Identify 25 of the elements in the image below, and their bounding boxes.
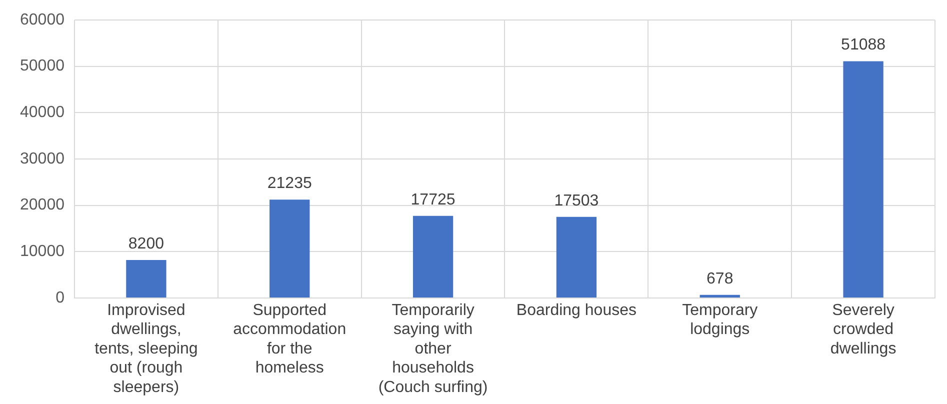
y-tick-label: 10000 xyxy=(20,243,65,260)
x-tick-label: Improvised dwellings, tents, sleeping out (rough sleepers) xyxy=(94,302,198,396)
y-tick-label: 50000 xyxy=(20,58,65,75)
data-label: 51088 xyxy=(841,36,886,54)
data-label: 8200 xyxy=(128,235,164,252)
bar xyxy=(270,200,310,298)
y-tick-label: 60000 xyxy=(20,11,65,28)
y-tick-label: 40000 xyxy=(20,104,65,122)
x-tick-label: Supported accommodation for the homeless xyxy=(233,302,346,377)
data-label: 21235 xyxy=(267,175,312,192)
bar xyxy=(700,294,740,298)
y-tick-label: 20000 xyxy=(20,196,65,214)
x-tick-label: Temporary lodgings xyxy=(682,302,758,338)
data-label: 17725 xyxy=(410,191,456,208)
x-tick-label: Boarding houses xyxy=(516,302,636,320)
data-label: 17503 xyxy=(554,192,599,210)
y-tick-label: 0 xyxy=(56,289,65,306)
data-label: 678 xyxy=(706,270,734,288)
bar xyxy=(843,61,884,298)
bar xyxy=(556,216,597,298)
bar xyxy=(412,216,454,298)
x-tick-label: Severely crowded dwellings xyxy=(830,302,896,358)
x-tick-label: Temporarily saying with other households (Couch surfing) xyxy=(378,302,488,396)
bar xyxy=(126,260,166,298)
y-tick-label: 30000 xyxy=(20,150,65,168)
